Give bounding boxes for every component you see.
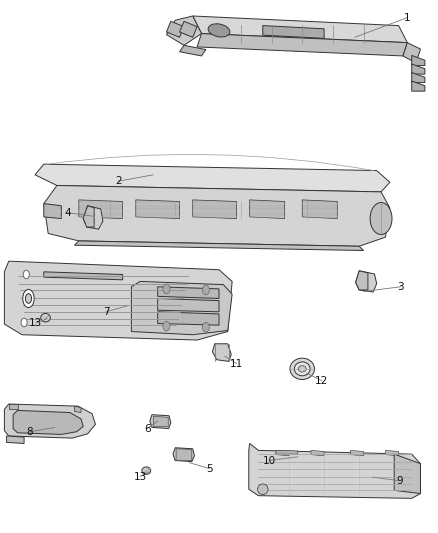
Polygon shape [35,164,390,192]
Polygon shape [302,200,337,219]
Polygon shape [350,450,364,456]
Text: 13: 13 [29,318,42,328]
Polygon shape [276,450,298,454]
Polygon shape [158,287,219,298]
Text: 4: 4 [64,208,71,217]
Ellipse shape [25,294,32,303]
Polygon shape [385,450,399,456]
Text: 7: 7 [102,307,110,317]
Polygon shape [4,261,232,340]
Polygon shape [180,45,206,56]
Polygon shape [193,200,237,219]
Ellipse shape [294,362,310,376]
Polygon shape [158,298,219,312]
Ellipse shape [208,24,230,37]
Text: 11: 11 [230,359,243,368]
Polygon shape [403,43,420,63]
Ellipse shape [298,366,306,372]
Polygon shape [356,271,377,292]
Polygon shape [412,81,425,91]
Text: 1: 1 [404,13,411,22]
Polygon shape [4,404,95,438]
Polygon shape [250,200,285,219]
Ellipse shape [370,203,392,235]
Polygon shape [412,72,425,83]
Polygon shape [150,415,171,429]
Polygon shape [83,206,94,227]
Ellipse shape [202,285,209,295]
Ellipse shape [142,467,151,474]
Polygon shape [394,454,420,494]
Polygon shape [193,16,407,43]
Polygon shape [249,443,420,498]
Text: 6: 6 [144,424,151,433]
Polygon shape [173,448,194,462]
Polygon shape [176,449,192,461]
Polygon shape [212,344,231,361]
Polygon shape [311,450,324,456]
Polygon shape [412,55,425,66]
Polygon shape [74,406,81,413]
Ellipse shape [23,289,34,308]
Ellipse shape [163,321,170,331]
Polygon shape [83,206,103,229]
Text: 3: 3 [397,282,404,292]
Ellipse shape [23,270,29,279]
Polygon shape [44,272,123,280]
Polygon shape [153,416,168,426]
Polygon shape [276,450,289,456]
Polygon shape [158,312,219,325]
Polygon shape [74,241,364,251]
Polygon shape [13,410,83,434]
Text: 5: 5 [206,464,213,473]
Text: 10: 10 [262,456,276,465]
Polygon shape [412,64,425,74]
Polygon shape [131,281,232,335]
Polygon shape [7,436,24,443]
Polygon shape [166,16,201,45]
Text: 2: 2 [115,176,122,186]
Polygon shape [166,21,184,37]
Polygon shape [180,21,197,37]
Text: 12: 12 [315,376,328,385]
Polygon shape [197,34,407,56]
Ellipse shape [41,313,50,322]
Text: 9: 9 [396,476,403,486]
Polygon shape [356,271,368,290]
Ellipse shape [202,322,209,332]
Polygon shape [79,200,123,219]
Polygon shape [44,185,390,246]
Polygon shape [263,26,324,38]
Ellipse shape [21,318,27,327]
Ellipse shape [163,284,170,294]
Text: 8: 8 [26,427,33,437]
Ellipse shape [290,358,314,379]
Text: 13: 13 [134,472,147,481]
Polygon shape [136,200,180,219]
Ellipse shape [258,484,268,495]
Polygon shape [9,404,18,409]
Polygon shape [44,204,61,219]
